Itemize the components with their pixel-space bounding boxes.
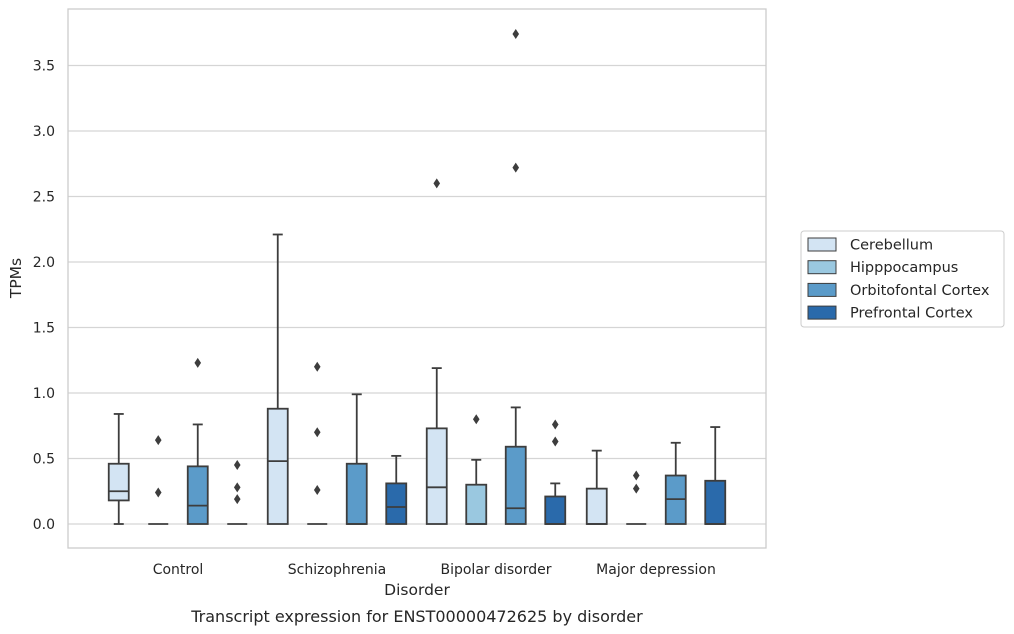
box-group xyxy=(465,414,488,525)
y-gridlines xyxy=(68,64,766,525)
plot-area-frame xyxy=(67,8,767,549)
x-tick-label: Schizophrenia xyxy=(288,562,386,578)
y-tick-label: 3.0 xyxy=(33,124,55,140)
outlier-point xyxy=(433,178,441,189)
box xyxy=(504,445,527,525)
box-group xyxy=(148,435,169,525)
box-group xyxy=(266,233,289,525)
legend-swatch xyxy=(807,237,837,252)
boxes-layer xyxy=(107,29,727,525)
box-group xyxy=(704,426,727,525)
legend-frame xyxy=(800,230,1005,328)
legend-label: Prefrontal Cortex xyxy=(850,306,973,322)
box-group xyxy=(585,449,608,525)
box xyxy=(186,465,209,525)
box xyxy=(704,479,727,525)
box xyxy=(585,487,608,525)
box xyxy=(465,483,488,525)
y-tick-label: 0.5 xyxy=(33,452,55,468)
outlier-point xyxy=(313,361,321,372)
box xyxy=(345,462,368,525)
box-group xyxy=(544,419,567,525)
legend-label: Cerebellum xyxy=(850,238,933,254)
box xyxy=(425,427,448,525)
box-group xyxy=(107,413,130,525)
legend-swatch xyxy=(807,260,837,275)
box xyxy=(266,407,289,525)
outlier-point xyxy=(154,435,162,446)
box-group xyxy=(425,178,448,525)
outlier-point xyxy=(313,427,321,438)
x-tick-labels: Control Schizophrenia Bipolar disorder Majo… xyxy=(153,562,716,578)
box-group xyxy=(345,393,368,525)
box-group xyxy=(385,454,408,525)
box-group xyxy=(227,460,248,525)
outlier-point xyxy=(551,419,559,430)
box-group xyxy=(664,441,687,525)
legend-label: Orbitofontal Cortex xyxy=(850,283,990,299)
y-tick-label: 2.0 xyxy=(33,255,55,271)
outlier-point xyxy=(632,483,640,494)
outlier-point xyxy=(313,484,321,495)
outlier-point xyxy=(472,414,480,425)
y-tick-label: 1.5 xyxy=(33,321,55,337)
y-tick-label: 1.0 xyxy=(33,386,55,402)
outlier-point xyxy=(233,494,241,505)
y-tick-labels: 0.0 0.5 1.0 1.5 2.0 2.5 3.0 3.5 xyxy=(33,59,55,534)
outlier-point xyxy=(512,29,520,40)
chart-caption: Transcript expression for ENST0000047262… xyxy=(190,607,643,626)
box xyxy=(107,462,130,502)
outlier-point xyxy=(233,482,241,493)
outlier-point xyxy=(512,162,520,173)
outlier-point xyxy=(154,487,162,498)
outlier-point xyxy=(551,436,559,447)
box-group xyxy=(186,357,209,525)
legend-swatch xyxy=(807,282,837,297)
x-tick-label: Control xyxy=(153,562,204,578)
legend-label: Hipppocampus xyxy=(850,260,958,276)
box xyxy=(544,495,567,525)
y-tick-label: 3.5 xyxy=(33,59,55,75)
box-group xyxy=(504,29,527,525)
outlier-point xyxy=(632,470,640,481)
x-axis-label: Disorder xyxy=(384,581,450,599)
x-tick-label: Bipolar disorder xyxy=(440,562,551,578)
y-tick-label: 2.5 xyxy=(33,190,55,206)
outlier-point xyxy=(194,357,202,368)
box-group xyxy=(626,470,647,525)
box-group xyxy=(307,361,328,525)
legend: Cerebellum Hipppocampus Orbitofontal Corte… xyxy=(800,230,1005,328)
legend-swatch xyxy=(807,305,837,320)
outlier-point xyxy=(233,460,241,471)
y-axis-label: TPMs xyxy=(7,258,25,299)
x-tick-label: Major depression xyxy=(596,562,716,578)
y-tick-label: 0.0 xyxy=(33,517,55,533)
box xyxy=(385,482,408,525)
